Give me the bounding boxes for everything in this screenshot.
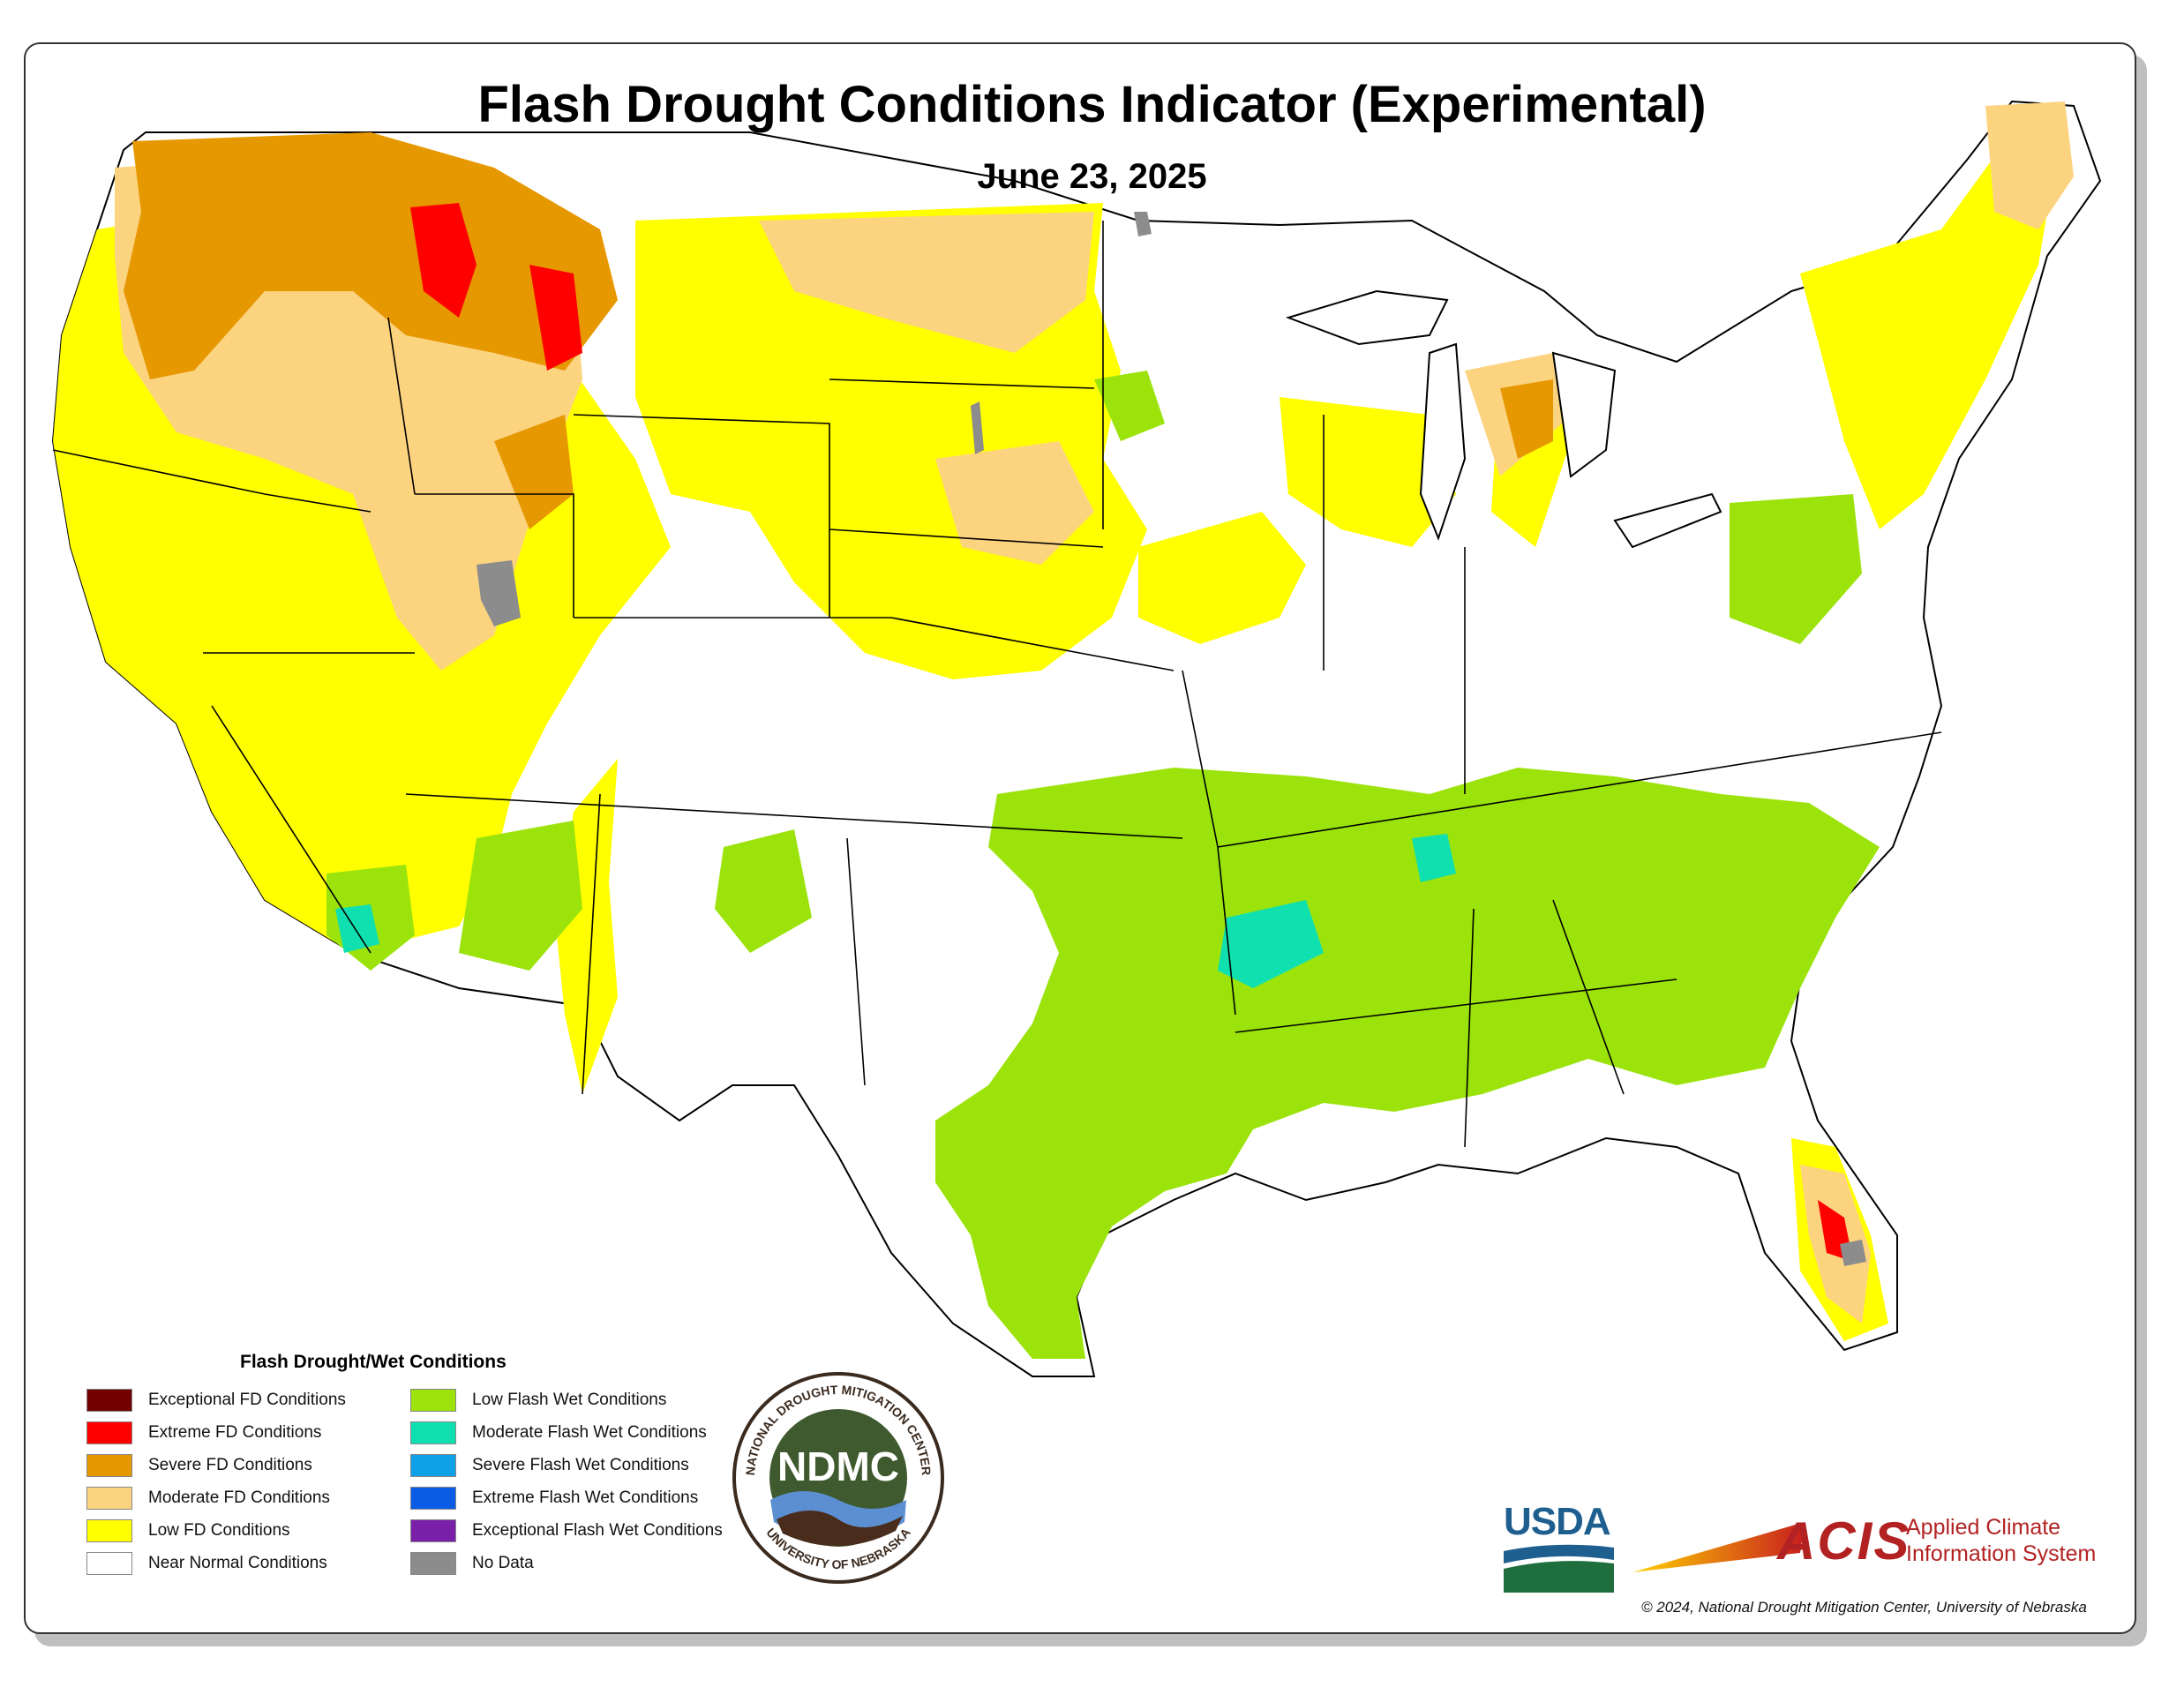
great-salt-lake (477, 560, 521, 626)
lake-huron (1551, 351, 1617, 478)
acis-line1: Applied Climate (1906, 1515, 2061, 1540)
legend-label: Severe FD Conditions (148, 1455, 312, 1474)
moderate-fd-region (1985, 101, 2074, 229)
legend-swatch (410, 1551, 456, 1575)
low-flash-wet-region (459, 821, 582, 971)
copyright: © 2024, National Drought Mitigation Cent… (1641, 1599, 2087, 1616)
legend-item: Near Normal Conditions (86, 1547, 346, 1579)
lake-superior (1285, 289, 1449, 346)
legend-item: Severe FD Conditions (86, 1449, 346, 1481)
legend-label: Near Normal Conditions (148, 1553, 327, 1572)
moderate-flash-wet-region (1218, 900, 1324, 988)
no-data-spot (971, 401, 984, 454)
legend-item: Moderate FD Conditions (86, 1481, 346, 1514)
lake-michigan (1419, 342, 1467, 541)
no-data-areas (477, 212, 1866, 1266)
legend-swatch (410, 1453, 456, 1477)
legend-swatch (410, 1486, 456, 1510)
legend-swatch (86, 1551, 132, 1575)
legend-item: Low Flash Wet Conditions (410, 1383, 723, 1416)
low-flash-wet-region (715, 829, 812, 953)
severe-fd-region (124, 132, 618, 379)
acis-logo: ACIS (1777, 1511, 1911, 1571)
state-boundaries (52, 221, 1942, 1148)
moderate-flash-wet-region (335, 904, 379, 953)
legend-swatch (410, 1518, 456, 1542)
extreme-fd-region (410, 203, 477, 318)
ndmc-logo: NDMC NATIONAL DROUGHT MITIGATION CENTER … (732, 1372, 944, 1584)
lake-of-the-woods (1134, 212, 1152, 236)
lake-okeechobee (1840, 1240, 1866, 1266)
moderate-fd-region (759, 212, 1094, 353)
acis-swoosh (1632, 1522, 1805, 1572)
ndmc-soil (777, 1511, 903, 1547)
legend-item: Low FD Conditions (86, 1514, 346, 1547)
legend-swatch (410, 1421, 456, 1444)
legend-item: Exceptional FD Conditions (86, 1383, 346, 1416)
legend-label: Moderate Flash Wet Conditions (472, 1422, 707, 1442)
map-date: June 23, 2025 (977, 157, 1207, 196)
great-lakes (1285, 289, 1722, 549)
legend-label: Low FD Conditions (148, 1520, 290, 1540)
legend-item: Extreme FD Conditions (86, 1416, 346, 1449)
legend-swatch (86, 1453, 132, 1477)
legend-item: Extreme Flash Wet Conditions (410, 1481, 723, 1514)
legend-item: Severe Flash Wet Conditions (410, 1449, 723, 1481)
ndmc-abbr: NDMC (777, 1443, 899, 1489)
legend-item: Exceptional Flash Wet Conditions (410, 1514, 723, 1547)
extreme-fd-region (529, 265, 582, 371)
legend-swatch (86, 1388, 132, 1412)
map-title: Flash Drought Conditions Indicator (Expe… (477, 76, 1707, 133)
moderate-fd-region (935, 441, 1094, 565)
legend-title: Flash Drought/Wet Conditions (240, 1352, 507, 1372)
severe-fd-region (1500, 379, 1553, 459)
low-flash-wet-region (935, 768, 1880, 1359)
legend-swatch (86, 1421, 132, 1444)
usda-logo-mark (1504, 1544, 1614, 1593)
legend-swatch (86, 1486, 132, 1510)
low-flash-wet-region (1730, 494, 1862, 644)
legend-label: Exceptional Flash Wet Conditions (472, 1520, 723, 1540)
usda-logo: USDA (1504, 1500, 1611, 1543)
acis-line2: Information System (1906, 1541, 2097, 1566)
legend-label: No Data (472, 1553, 534, 1572)
legend-item: No Data (410, 1547, 723, 1579)
low-flash-wet-region (1094, 371, 1165, 441)
legend-label: Extreme FD Conditions (148, 1422, 322, 1442)
legend-label: Extreme Flash Wet Conditions (472, 1488, 699, 1507)
lake-erie (1613, 492, 1722, 549)
legend-label: Exceptional FD Conditions (148, 1390, 346, 1409)
wet-regions (326, 371, 1880, 1359)
severe-fd-region (494, 415, 574, 529)
legend-swatch (86, 1518, 132, 1542)
low-fd-region (1138, 512, 1306, 644)
acis-name: Applied Climate Information System (1906, 1514, 2096, 1567)
low-fd-region (1800, 132, 2056, 529)
legend-label: Severe Flash Wet Conditions (472, 1455, 689, 1474)
legend-swatch (410, 1388, 456, 1412)
legend-column-wet: Low Flash Wet Conditions Moderate Flash … (410, 1383, 723, 1579)
moderate-flash-wet-region (1412, 834, 1456, 882)
legend-label: Moderate FD Conditions (148, 1488, 330, 1507)
legend-item: Moderate Flash Wet Conditions (410, 1416, 723, 1449)
legend-label: Low Flash Wet Conditions (472, 1390, 667, 1409)
legend-column-drought: Exceptional FD Conditions Extreme FD Con… (86, 1383, 346, 1579)
